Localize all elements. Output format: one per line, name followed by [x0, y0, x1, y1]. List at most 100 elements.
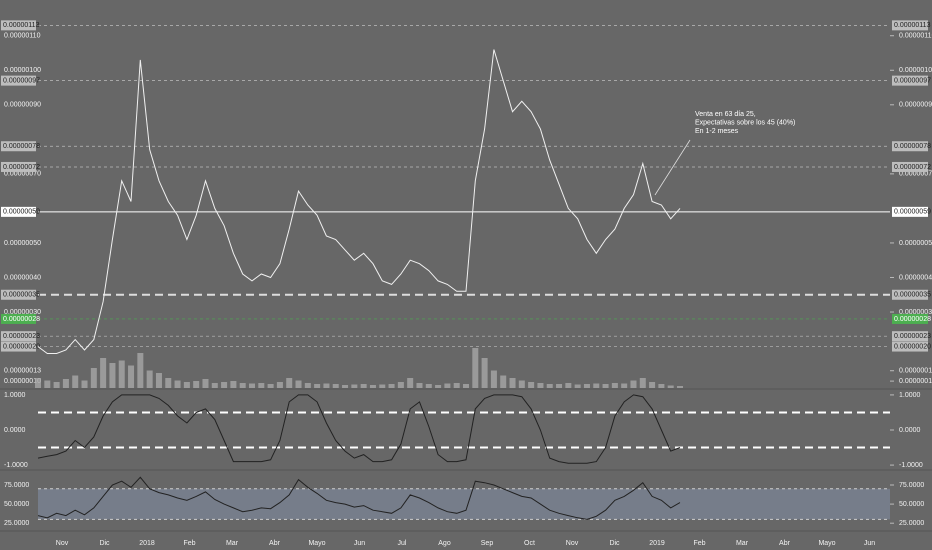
volume-bar — [90, 368, 97, 388]
volume-bar — [286, 378, 293, 388]
y-tick-label: 1.0000 — [4, 392, 26, 399]
y-tick-label: 0.00000013 — [899, 368, 932, 375]
volume-bar — [537, 383, 544, 388]
x-tick-label: Sep — [481, 540, 494, 547]
price-box — [1, 206, 36, 217]
volume-bar — [593, 383, 600, 388]
rsi-band — [38, 488, 890, 520]
price-box-label: 0.00000072 — [894, 164, 931, 171]
volume-bar — [621, 383, 628, 388]
volume-bar — [221, 382, 228, 388]
volume-bar — [583, 384, 590, 388]
y-tick-label: -1.0000 — [4, 462, 28, 469]
x-tick-label: Jun — [354, 540, 365, 547]
volume-bar — [435, 385, 442, 388]
volume-bar — [62, 379, 69, 388]
price-box-label: 0.00000097 — [3, 77, 40, 84]
x-tick-label: Nov — [56, 540, 69, 547]
volume-bar — [72, 375, 79, 388]
x-tick-label: Ago — [438, 540, 451, 547]
volume-bar — [211, 383, 218, 388]
volume-bar — [183, 382, 190, 388]
volume-bar — [397, 382, 404, 388]
volume-bar — [379, 384, 386, 388]
x-tick-label: 2019 — [649, 540, 665, 547]
annotation-pointer — [654, 139, 691, 196]
volume-bar — [193, 381, 200, 388]
volume-bar — [518, 380, 525, 388]
price-box-label: 0.00000078 — [3, 143, 40, 150]
price-box-label: 0.00000059 — [3, 209, 40, 216]
volume-bar — [128, 365, 135, 388]
price-box-label: 0.00000028 — [894, 316, 931, 323]
price-box-label: 0.00000028 — [3, 316, 40, 323]
volume-bar — [314, 384, 321, 388]
volume-bar — [276, 382, 283, 388]
volume-bar — [453, 383, 460, 388]
volume-bar — [202, 379, 209, 388]
volume-bar — [258, 383, 265, 388]
price-box — [1, 331, 36, 342]
volume-bar — [556, 384, 563, 388]
volume-bar — [528, 382, 535, 388]
price-box — [1, 141, 36, 152]
price-box — [1, 313, 36, 324]
volume-bar — [425, 384, 432, 388]
y-tick-label: 1.0000 — [899, 392, 921, 399]
annotation-text: Venta en 63 día 25, — [695, 111, 756, 118]
x-tick-label: Mar — [736, 540, 749, 547]
y-tick-label: 50.0000 — [4, 501, 29, 508]
price-box-label: 0.00000078 — [894, 143, 931, 150]
y-tick-label: 75.0000 — [899, 482, 924, 489]
y-tick-label: 0.00000070 — [4, 171, 41, 178]
y-tick-label: 0.00000100 — [4, 67, 41, 74]
y-tick-label: 0.00000040 — [899, 274, 932, 281]
price-box-label: 0.00000097 — [894, 77, 931, 84]
volume-bar — [360, 384, 367, 388]
x-tick-label: Oct — [524, 540, 535, 547]
x-tick-label: Mar — [226, 540, 239, 547]
y-tick-label: 0.00000040 — [4, 274, 41, 281]
volume-bar — [611, 383, 618, 388]
volume-bar — [332, 384, 339, 388]
price-box — [892, 75, 928, 86]
price-box-label: 0.00000023 — [894, 333, 931, 340]
x-tick-label: Feb — [183, 540, 195, 547]
volume-bar — [174, 380, 181, 388]
volume-bar — [137, 353, 144, 388]
y-tick-label: 0.00000030 — [4, 309, 41, 316]
y-tick-label: 0.00000050 — [899, 240, 932, 247]
volume-bar — [369, 385, 376, 388]
price-box — [892, 206, 928, 217]
x-tick-label: Mayo — [818, 540, 835, 547]
volume-bar — [416, 383, 423, 388]
volume-bar — [639, 378, 646, 388]
price-box-label: 0.00000113 — [3, 22, 40, 29]
price-box — [892, 341, 928, 352]
price-box-label: 0.00000113 — [894, 22, 931, 29]
volume-bar — [630, 380, 637, 388]
volume-bar — [677, 386, 683, 388]
volume-bar — [155, 373, 162, 388]
x-tick-label: Jul — [398, 540, 407, 547]
y-tick-label: 0.00000100 — [899, 67, 932, 74]
y-tick-label: 75.0000 — [4, 482, 29, 489]
volume-bar — [658, 384, 665, 388]
price-box — [892, 20, 928, 31]
price-box-label: 0.00000020 — [3, 343, 40, 350]
volume-bar — [295, 380, 302, 388]
y-tick-label: 0.00000030 — [899, 309, 932, 316]
price-box — [892, 141, 928, 152]
price-box-label: 0.00000059 — [894, 209, 931, 216]
price-box-label: 0.00000020 — [894, 343, 931, 350]
price-box — [892, 331, 928, 342]
y-tick-label: 0.0000 — [4, 427, 26, 434]
volume-bar — [481, 358, 488, 388]
volume-bar — [388, 384, 395, 388]
price-box — [1, 289, 36, 300]
volume-bar — [165, 378, 172, 388]
volume-bar — [35, 378, 41, 388]
price-box — [892, 313, 928, 324]
volume-bar — [146, 370, 153, 388]
